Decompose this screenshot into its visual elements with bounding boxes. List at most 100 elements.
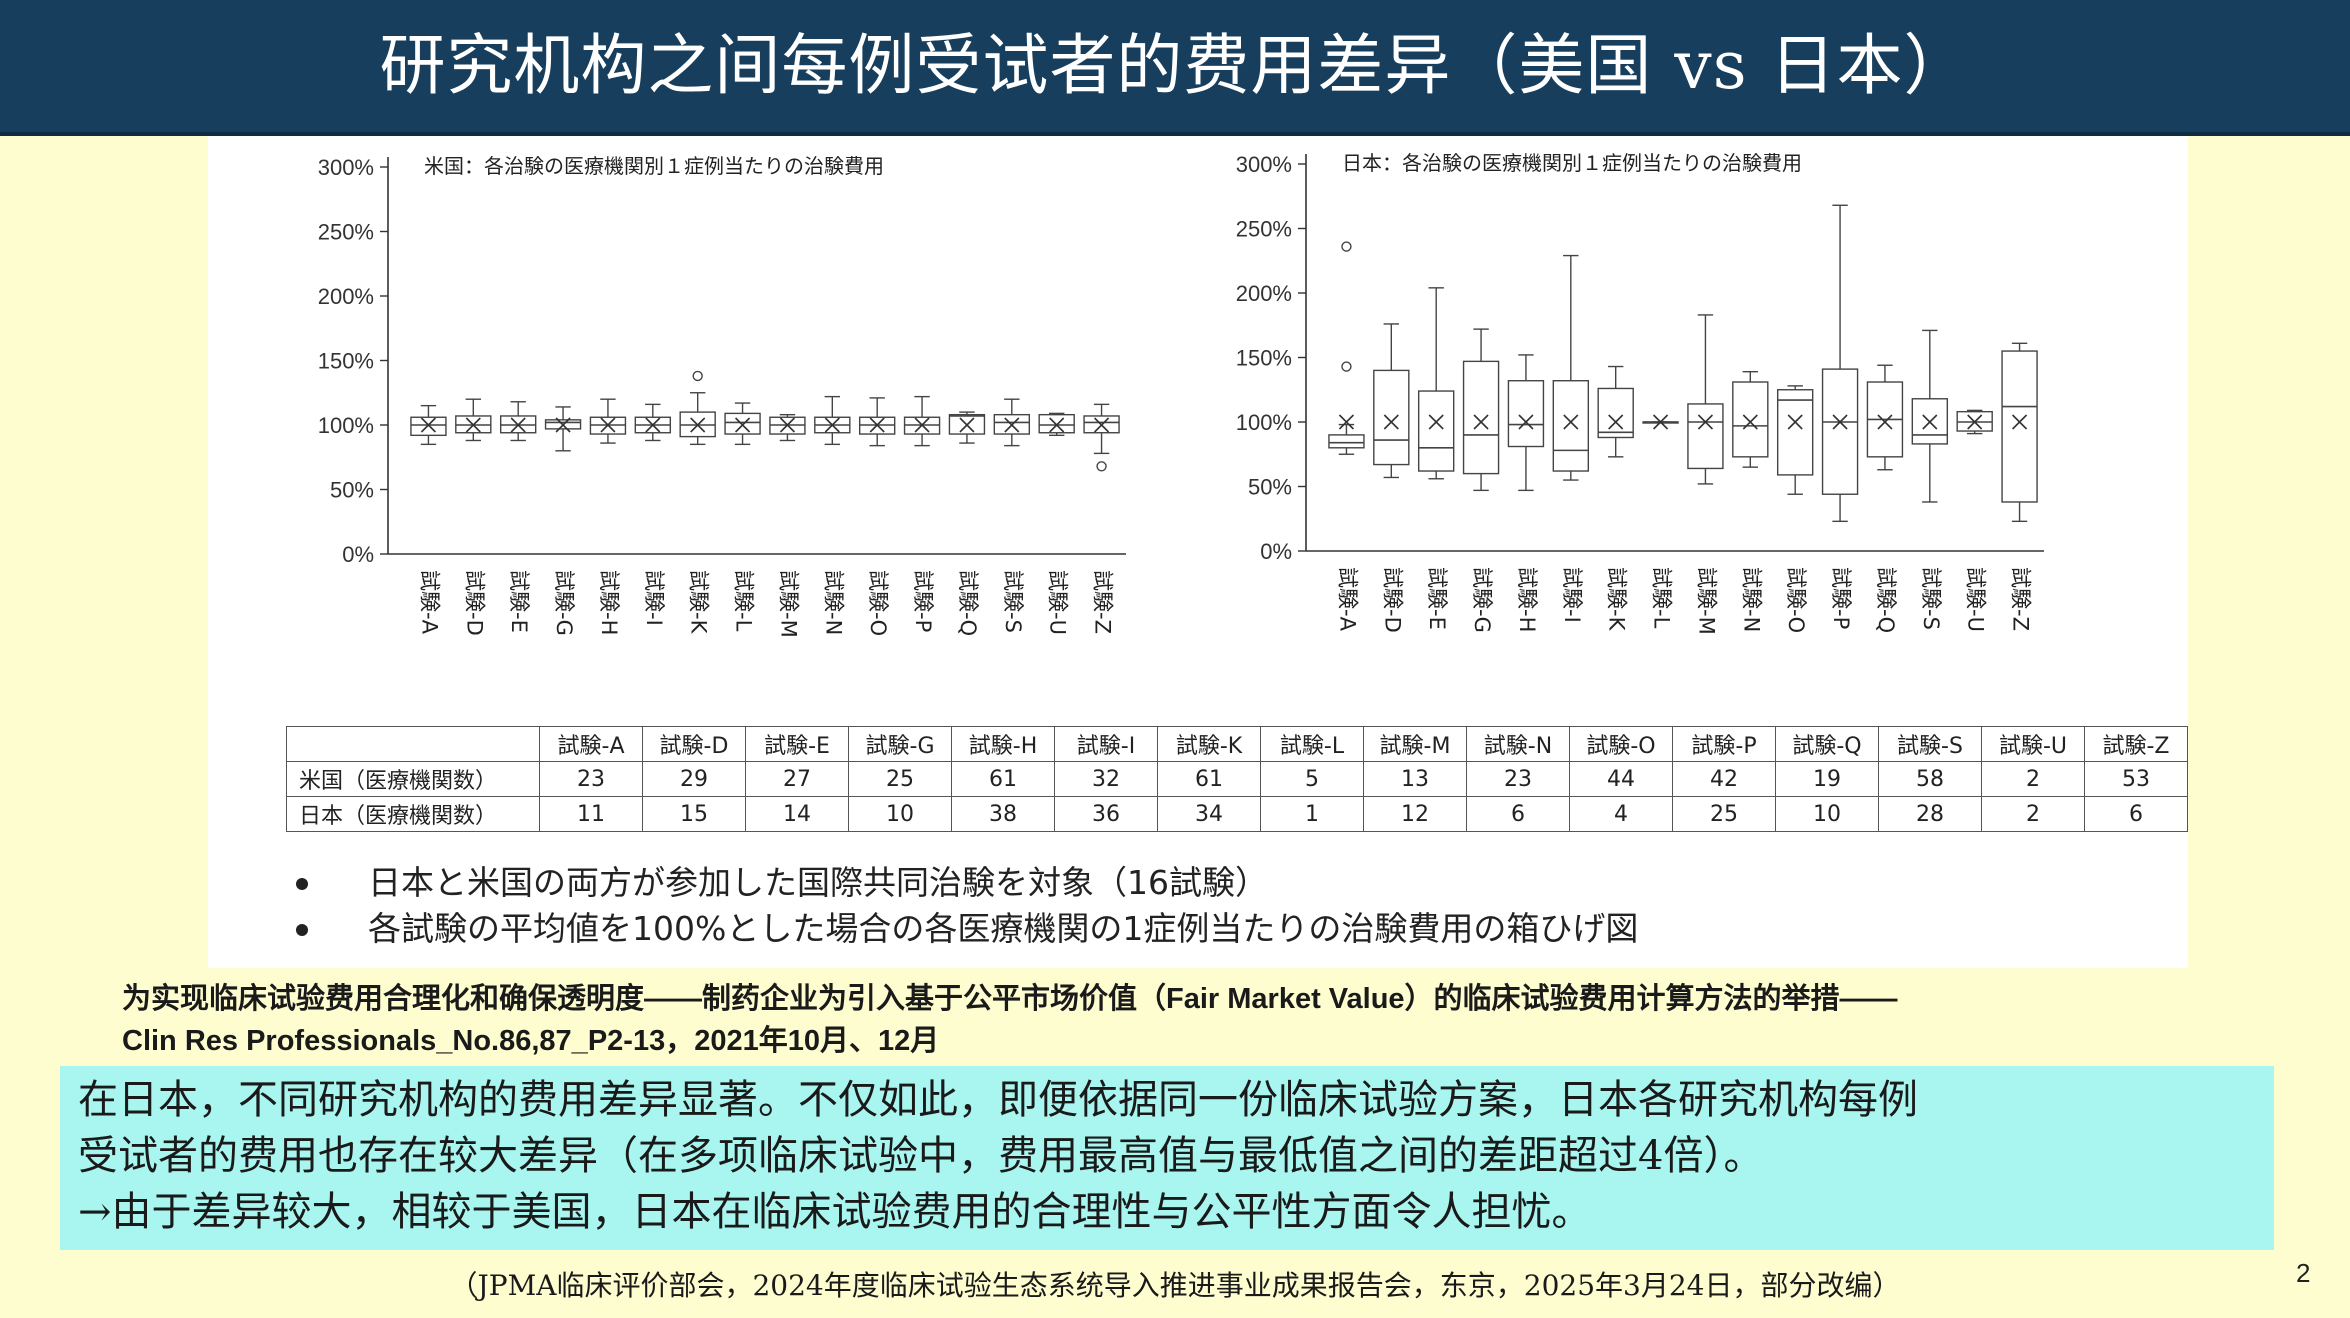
- category-label: 試験-U: [1046, 570, 1070, 635]
- category-label: 試験-A: [417, 570, 441, 635]
- mean-marker: [734, 417, 751, 433]
- category-label: 試験-K: [687, 570, 711, 635]
- category-label: 試験-E: [507, 570, 531, 633]
- table-cell: 19: [1775, 761, 1879, 797]
- outlier-point: [692, 370, 703, 382]
- table-cell: 6: [2084, 796, 2188, 832]
- category-label: 試験-G: [1470, 567, 1494, 633]
- category-label: 試験-Z: [2009, 567, 2033, 631]
- mean-marker: [555, 417, 571, 433]
- source-note: （JPMA临床评价部会，2024年度临床试验生态系统导入推进事业成果报告会，东京…: [449, 1269, 1901, 1302]
- table-header-cell: 試験-M: [1363, 726, 1467, 762]
- title-bar: [0, 0, 2350, 136]
- table-cell: 23: [1466, 761, 1570, 797]
- table-cell: 53: [2084, 761, 2188, 797]
- note-item: 日本と米国の両方が参加した国際共同治験を対象（16試験）: [292, 860, 1638, 906]
- category-label: 試験-Z: [1091, 570, 1115, 634]
- box-iqr: [724, 412, 761, 435]
- table-header-cell: 試験-I: [1054, 726, 1158, 762]
- mean-marker: [1473, 414, 1489, 430]
- table-cell: 1: [1260, 796, 1364, 832]
- y-tick-label: 0%: [1260, 539, 1292, 564]
- y-tick-label: 50%: [1248, 475, 1292, 500]
- chart-title: 米国：各治験の医療機関別１症例当たりの治験費用: [424, 154, 884, 178]
- category-label: 試験-H: [1515, 567, 1539, 632]
- table-cell: 27: [745, 761, 849, 797]
- table-cell: 5: [1260, 761, 1364, 797]
- mean-marker: [690, 417, 706, 433]
- table-corner-cell: [286, 726, 540, 762]
- table-cell: 61: [951, 761, 1055, 797]
- box-iqr: [410, 416, 447, 437]
- category-label: 試験-Q: [1874, 567, 1898, 633]
- category-label: 試験-D: [1380, 567, 1404, 633]
- y-tick-label: 300%: [318, 155, 374, 180]
- table-cell: 15: [642, 796, 746, 832]
- y-tick-label: 100%: [318, 413, 374, 438]
- mean-marker: [779, 417, 796, 433]
- mean-marker: [1518, 414, 1534, 430]
- mean-marker: [465, 417, 481, 433]
- slide-title: 研究机构之间每例受试者的费用差异（美国 vs 日本）: [379, 27, 1971, 104]
- table-header-row: 試験-A 試験-D 試験-E 試験-G 試験-H 試験-I 試験-K 試験-L 試験-M 試験-N…: [286, 726, 2188, 762]
- mean-marker: [1742, 414, 1758, 430]
- table-cell: 2: [1981, 796, 2085, 832]
- box-iqr: [1687, 403, 1724, 470]
- box-iqr: [1552, 380, 1590, 472]
- table-cell: 61: [1157, 761, 1261, 797]
- table-cell: 44: [1569, 761, 1673, 797]
- table-header-cell: 試験-G: [848, 726, 952, 762]
- table-cell: 2: [1981, 761, 2085, 797]
- y-tick-label: 100%: [1236, 410, 1292, 435]
- category-label: 試験-L: [732, 570, 756, 632]
- outlier-point: [1341, 361, 1352, 372]
- category-label: 試験-O: [866, 570, 890, 636]
- category-label: 試験-O: [1784, 567, 1808, 633]
- category-label: 試験-N: [1739, 567, 1763, 632]
- summary-line: 在日本，不同研究机构的费用差异显著。不仅如此，即便依据同一份临床试验方案，日本各…: [78, 1077, 1918, 1123]
- category-label: 試験-K: [1605, 567, 1629, 632]
- mean-marker: [1093, 417, 1110, 433]
- table-cell: 36: [1054, 796, 1158, 832]
- table-cell: 14: [745, 796, 849, 832]
- mean-marker: [1428, 414, 1444, 430]
- chart-title: 日本：各治験の医療機関別１症例当たりの治験費用: [1342, 151, 1802, 175]
- table-header-cell: 試験-U: [1981, 726, 2085, 762]
- table-header-cell: 試験-Z: [2084, 726, 2188, 762]
- box-iqr: [2001, 350, 2038, 503]
- mean-marker: [1787, 414, 1803, 430]
- category-label: 試験-M: [1694, 567, 1718, 635]
- outlier-point: [1096, 461, 1107, 472]
- category-label: 試験-L: [1650, 567, 1674, 629]
- box-iqr: [1776, 389, 1814, 476]
- mean-marker: [1652, 414, 1669, 430]
- category-label: 試験-N: [821, 570, 845, 635]
- table-header-cell: 試験-Q: [1775, 726, 1879, 762]
- category-label: 試験-U: [1964, 567, 1988, 632]
- mean-marker: [510, 417, 526, 433]
- table-cell: 10: [1775, 796, 1879, 832]
- mean-marker: [1877, 414, 1893, 430]
- box-iqr: [1373, 369, 1410, 466]
- summary-line: 受试者的费用也存在较大差异（在多项临床试验中，费用最高值与最低值之间的差距超过4…: [78, 1133, 1764, 1179]
- mean-marker: [1832, 414, 1848, 430]
- box-iqr: [1821, 368, 1859, 495]
- category-label: 試験-I: [642, 570, 666, 626]
- boxplot-charts: 300% 250% 200% 150% 100% 50% 0% 米国：各治験の医療機関別１症例…: [318, 151, 2044, 638]
- citation-line: Clin Res Professionals_No.86,87_P2-13，20…: [122, 1025, 940, 1057]
- table-header-cell: 試験-H: [951, 726, 1055, 762]
- page-number: 2: [2296, 1258, 2311, 1288]
- mean-marker: [1383, 414, 1399, 430]
- notes-list: 日本と米国の両方が参加した国際共同治験を対象（16試験） 各試験の平均値を100…: [292, 860, 1638, 952]
- category-label: 試験-Q: [956, 570, 980, 636]
- table-cell: 25: [848, 761, 952, 797]
- y-tick-label: 150%: [318, 349, 374, 374]
- table-cell: 25: [1672, 796, 1776, 832]
- mean-marker: [1563, 414, 1579, 430]
- category-label: 試験-S: [1919, 567, 1943, 630]
- mean-marker: [600, 417, 616, 433]
- table-row: 米国（医療機関数） 23 29 27 25 61 32 61 5 13 23 44 42 19 58 2 53: [286, 761, 2188, 797]
- category-label: 試験-A: [1335, 567, 1359, 632]
- category-label: 試験-D: [462, 570, 486, 636]
- category-label: 試験-E: [1425, 567, 1449, 630]
